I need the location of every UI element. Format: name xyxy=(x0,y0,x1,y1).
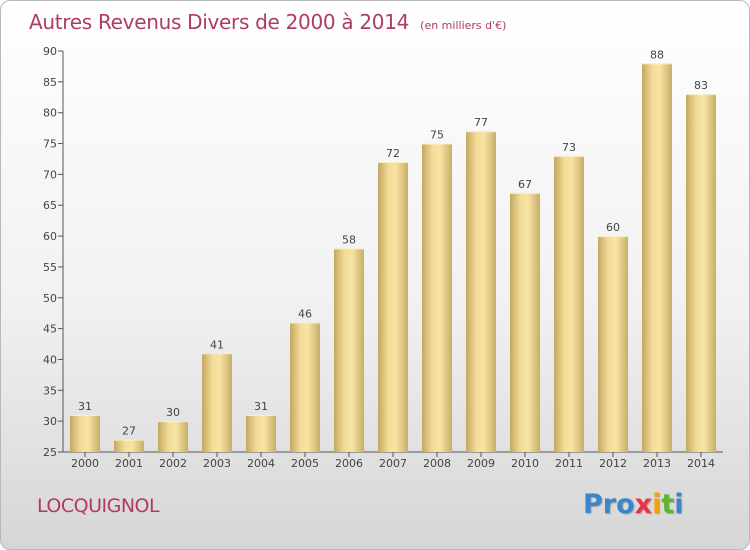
x-tick-label: 2006 xyxy=(335,457,363,470)
bar xyxy=(114,439,144,452)
data-label: 58 xyxy=(342,233,356,246)
y-tick-label: 30 xyxy=(43,415,57,428)
bar xyxy=(466,131,496,452)
data-label: 88 xyxy=(650,48,664,61)
bar xyxy=(686,94,716,452)
x-tick-label: 2014 xyxy=(687,457,715,470)
x-tick-label: 2013 xyxy=(643,457,671,470)
bar xyxy=(70,414,100,452)
data-label: 77 xyxy=(474,116,488,129)
commune-name: LOCQUIGNOL xyxy=(37,495,160,517)
data-label: 31 xyxy=(78,400,92,413)
bars xyxy=(70,63,716,453)
y-tick-label: 40 xyxy=(43,353,57,366)
bar xyxy=(246,414,276,452)
chart-subtitle: (en milliers d'€) xyxy=(420,19,507,32)
chart-title-main: Autres Revenus Divers de 2000 à 2014 xyxy=(29,10,410,34)
x-tick-label: 2003 xyxy=(203,457,231,470)
data-label: 73 xyxy=(562,141,576,154)
y-tick-label: 75 xyxy=(43,138,57,151)
x-axis: 2000 2001 2002 2003 2004 2005 2006 2007 2008 2009… xyxy=(63,451,723,470)
bar xyxy=(158,421,188,452)
bar xyxy=(334,248,364,452)
data-label: 41 xyxy=(210,338,224,351)
bar xyxy=(598,236,628,452)
y-tick-label: 25 xyxy=(43,446,57,459)
logo-part: t xyxy=(661,489,675,520)
x-tick-label: 2002 xyxy=(159,457,187,470)
x-tick-label: 2007 xyxy=(379,457,407,470)
logo-part: i xyxy=(652,489,662,520)
bar xyxy=(422,143,452,453)
x-tick-label: 2005 xyxy=(291,457,319,470)
x-tick-label: 2010 xyxy=(511,457,539,470)
bar xyxy=(378,162,408,453)
data-label: 60 xyxy=(606,221,620,234)
y-tick-label: 50 xyxy=(43,292,57,305)
y-tick-label: 70 xyxy=(43,168,57,181)
logo-part: x xyxy=(634,489,653,520)
y-tick-label: 55 xyxy=(43,261,57,274)
bar xyxy=(510,192,540,452)
logo-part: Pro xyxy=(583,489,635,520)
data-label: 31 xyxy=(254,400,268,413)
x-tick-label: 2009 xyxy=(467,457,495,470)
x-tick-label: 2000 xyxy=(71,457,99,470)
data-label: 46 xyxy=(298,307,312,320)
x-tick-label: 2011 xyxy=(555,457,583,470)
data-labels: 31 27 30 41 31 46 58 72 75 77 67 73 60 88 83 xyxy=(78,48,708,437)
logo-part: i xyxy=(674,489,684,520)
y-tick-label: 35 xyxy=(43,384,57,397)
y-axis: 25 30 35 40 45 50 55 60 65 70 75 80 85 90 xyxy=(43,45,64,459)
bar xyxy=(290,322,320,452)
y-tick-label: 90 xyxy=(43,45,57,58)
data-label: 30 xyxy=(166,406,180,419)
x-tick-label: 2008 xyxy=(423,457,451,470)
bar xyxy=(554,155,584,452)
bar xyxy=(202,353,232,452)
data-label: 83 xyxy=(694,79,708,92)
x-tick-label: 2001 xyxy=(115,457,143,470)
data-label: 75 xyxy=(430,129,444,142)
data-label: 72 xyxy=(386,147,400,160)
y-tick-label: 45 xyxy=(43,323,57,336)
y-tick-label: 80 xyxy=(43,107,57,120)
x-tick-label: 2004 xyxy=(247,457,275,470)
bar xyxy=(642,63,672,452)
proxiti-logo: Proxiti xyxy=(583,489,684,520)
x-tick-label: 2012 xyxy=(599,457,627,470)
data-label: 27 xyxy=(122,425,136,438)
chart-title: Autres Revenus Divers de 2000 à 2014 (en… xyxy=(29,10,506,34)
data-label: 67 xyxy=(518,178,532,191)
y-tick-label: 65 xyxy=(43,199,57,212)
y-tick-label: 60 xyxy=(43,230,57,243)
y-tick-label: 85 xyxy=(43,76,57,89)
